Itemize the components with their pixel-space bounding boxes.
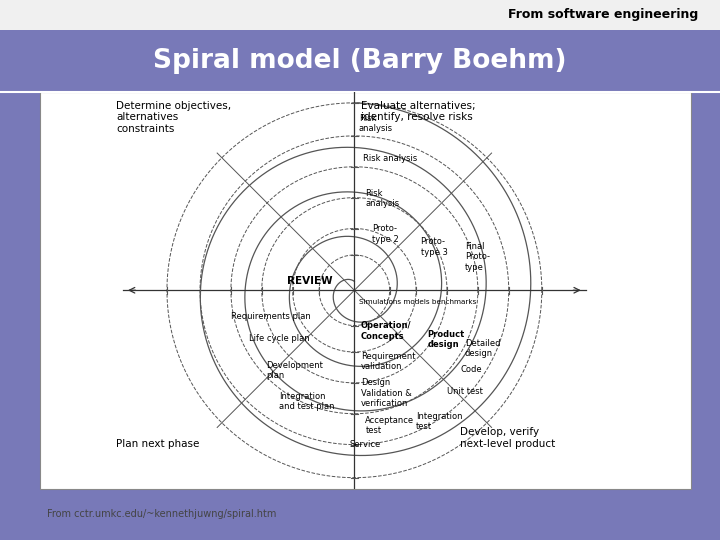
Text: Risk analysis: Risk analysis bbox=[363, 153, 418, 163]
Text: Risk
analysis: Risk analysis bbox=[359, 114, 393, 133]
Text: Develop, verify
next-level product: Develop, verify next-level product bbox=[460, 428, 555, 449]
Text: Unit test: Unit test bbox=[447, 387, 483, 396]
Text: Operation/
Concepts: Operation/ Concepts bbox=[361, 321, 412, 341]
Text: Acceptance
test: Acceptance test bbox=[365, 416, 415, 435]
Text: Product
design: Product design bbox=[427, 330, 464, 349]
Text: Life cycle plan: Life cycle plan bbox=[248, 334, 309, 343]
Text: Proto-
type 2: Proto- type 2 bbox=[372, 224, 399, 244]
Bar bbox=[0, 0, 720, 30]
Text: Risk
analysis: Risk analysis bbox=[365, 189, 400, 208]
Text: Design
Validation &
verification: Design Validation & verification bbox=[361, 379, 412, 408]
Text: Service: Service bbox=[350, 440, 381, 449]
Text: Requirements plan: Requirements plan bbox=[231, 312, 310, 321]
Text: Spiral model (Barry Boehm): Spiral model (Barry Boehm) bbox=[153, 48, 567, 74]
Text: Plan next phase: Plan next phase bbox=[116, 439, 199, 449]
Text: Integration
test: Integration test bbox=[416, 411, 463, 431]
Text: Evaluate alternatives;
identify, resolve risks: Evaluate alternatives; identify, resolve… bbox=[361, 100, 476, 122]
Text: Determine objectives,
alternatives
constraints: Determine objectives, alternatives const… bbox=[116, 100, 231, 134]
Text: Detailed
design: Detailed design bbox=[464, 339, 500, 358]
Text: Development
plan: Development plan bbox=[266, 361, 323, 380]
Bar bbox=[0, 30, 720, 92]
Text: Requirement
validation: Requirement validation bbox=[361, 352, 415, 372]
Text: Final
Proto-
type: Final Proto- type bbox=[464, 242, 490, 272]
Text: Simulations models benchmarks: Simulations models benchmarks bbox=[359, 299, 476, 305]
Text: Code: Code bbox=[460, 365, 482, 374]
Text: Proto-
type 3: Proto- type 3 bbox=[420, 238, 447, 256]
Text: REVIEW: REVIEW bbox=[287, 276, 333, 286]
Text: From software engineering: From software engineering bbox=[508, 8, 698, 22]
Bar bbox=[40, 92, 691, 489]
Text: Integration
and test plan: Integration and test plan bbox=[279, 392, 335, 411]
Text: From cctr.umkc.edu/~kennethjuwng/spiral.htm: From cctr.umkc.edu/~kennethjuwng/spiral.… bbox=[47, 509, 276, 519]
